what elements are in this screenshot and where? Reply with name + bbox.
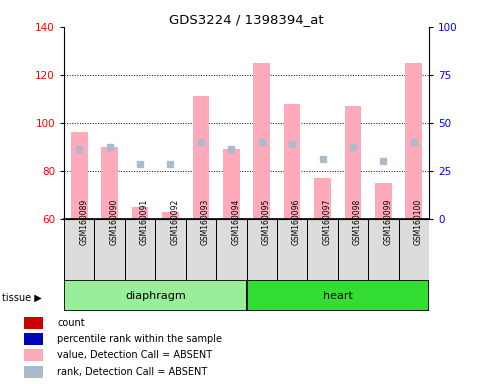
Bar bbox=[277, 219, 307, 280]
Bar bbox=[398, 219, 429, 280]
Text: GSM160095: GSM160095 bbox=[262, 199, 271, 245]
Text: percentile rank within the sample: percentile rank within the sample bbox=[57, 334, 222, 344]
Bar bbox=[314, 178, 331, 219]
Text: GSM160091: GSM160091 bbox=[140, 199, 149, 245]
Bar bbox=[155, 219, 186, 280]
Bar bbox=[405, 63, 422, 219]
Text: GSM160093: GSM160093 bbox=[201, 199, 210, 245]
Bar bbox=[24, 349, 43, 361]
Bar bbox=[95, 219, 125, 280]
Bar bbox=[162, 212, 179, 219]
Bar bbox=[132, 207, 148, 219]
Text: tissue ▶: tissue ▶ bbox=[2, 293, 42, 303]
Bar bbox=[284, 104, 300, 219]
Text: rank, Detection Call = ABSENT: rank, Detection Call = ABSENT bbox=[57, 367, 208, 377]
Text: GSM160092: GSM160092 bbox=[171, 199, 179, 245]
Text: GSM160099: GSM160099 bbox=[384, 199, 392, 245]
Bar bbox=[368, 219, 398, 280]
Text: GSM160090: GSM160090 bbox=[109, 199, 119, 245]
Bar bbox=[24, 366, 43, 377]
Bar bbox=[216, 219, 246, 280]
Bar bbox=[338, 219, 368, 280]
Bar bbox=[223, 149, 240, 219]
Bar bbox=[307, 219, 338, 280]
Text: GSM160089: GSM160089 bbox=[79, 199, 88, 245]
Text: GSM160096: GSM160096 bbox=[292, 199, 301, 245]
Bar bbox=[102, 147, 118, 219]
Title: GDS3224 / 1398394_at: GDS3224 / 1398394_at bbox=[169, 13, 324, 26]
Bar bbox=[71, 132, 88, 219]
Bar bbox=[246, 219, 277, 280]
Text: heart: heart bbox=[323, 291, 352, 301]
Bar bbox=[24, 317, 43, 329]
Bar bbox=[253, 63, 270, 219]
Bar bbox=[246, 280, 429, 311]
Text: diaphragm: diaphragm bbox=[125, 291, 186, 301]
Bar bbox=[345, 106, 361, 219]
Bar bbox=[125, 219, 155, 280]
Bar bbox=[64, 219, 95, 280]
Text: value, Detection Call = ABSENT: value, Detection Call = ABSENT bbox=[57, 350, 212, 360]
Bar bbox=[186, 219, 216, 280]
Text: GSM160098: GSM160098 bbox=[353, 199, 362, 245]
Text: GSM160097: GSM160097 bbox=[322, 199, 331, 245]
Bar bbox=[193, 96, 209, 219]
Text: GSM160094: GSM160094 bbox=[231, 199, 240, 245]
Text: count: count bbox=[57, 318, 85, 328]
Bar bbox=[375, 183, 391, 219]
Bar bbox=[64, 280, 246, 311]
Bar bbox=[24, 333, 43, 345]
Text: GSM160100: GSM160100 bbox=[414, 199, 423, 245]
